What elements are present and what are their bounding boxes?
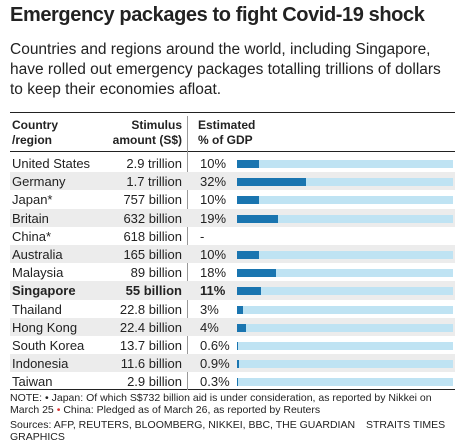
stimulus: 55 billion: [125, 283, 182, 299]
bar-track: [237, 251, 453, 259]
header-line: amount (S$): [112, 133, 182, 147]
table-row: China* 618 billion -: [10, 227, 455, 245]
bar: [237, 196, 259, 205]
country: Singapore: [12, 283, 76, 299]
gdp-label: 10%: [200, 247, 227, 262]
stimulus: 22.8 billion: [119, 301, 182, 317]
country: Indonesia: [12, 356, 69, 372]
gdp-label: 32%: [200, 174, 227, 190]
table-row: South Korea 13.7 billion 0.6%: [10, 336, 455, 354]
table-row: Hong Kong 22.4 billion 4%: [10, 317, 455, 336]
bar-track: [237, 196, 453, 205]
gdp-label: -: [200, 228, 205, 244]
country: China*: [12, 228, 52, 244]
header-line: Stimulus: [131, 118, 182, 132]
header-line: Estimated: [198, 118, 256, 132]
table-row: United States 2.9 trillion 10%: [10, 154, 455, 172]
note: Japan: Of which S$732 billion aid is und…: [10, 392, 432, 416]
bar: [237, 342, 239, 350]
column-header: Stimulus amount (S$): [100, 118, 182, 148]
stimulus: 13.7 billion: [119, 338, 182, 353]
column-header: Estimated% of GDP: [198, 118, 318, 148]
rule: [10, 389, 455, 390]
stimulus: 89 billion: [130, 265, 182, 281]
bar-track: [237, 323, 453, 332]
note: China: Pledged as of March 26, as report…: [63, 404, 321, 416]
rule: [10, 151, 455, 152]
country: South Korea: [12, 338, 85, 353]
sources: Sources: AFP, REUTERS, BLOOMBERG, NIKKEI…: [10, 419, 356, 431]
table-row: Indonesia 11.6 billion 0.9%: [10, 354, 455, 373]
gdp-label: 10%: [200, 156, 227, 171]
bar: [237, 360, 239, 369]
country: Australia: [12, 247, 63, 262]
bar: [237, 251, 259, 259]
bullet: •: [56, 404, 61, 416]
country: Thailand: [12, 301, 62, 317]
bullet: •: [45, 392, 49, 404]
stimulus: 2.9 trillion: [126, 156, 182, 171]
bar: [237, 178, 307, 187]
bar-track: [237, 305, 453, 314]
gdp-label: 0.3%: [200, 374, 230, 390]
bar-track: [237, 160, 453, 168]
bar: [237, 160, 259, 168]
table-row: Japan* 757 billion 10%: [10, 190, 455, 208]
header-line: % of GDP: [198, 133, 253, 147]
note-label: NOTE:: [10, 392, 43, 404]
notes: NOTE: • Japan: Of which S$732 billion ai…: [10, 392, 455, 416]
sources-line: Sources: AFP, REUTERS, BLOOMBERG, NIKKEI…: [10, 419, 455, 443]
table-row: Malaysia 89 billion 18%: [10, 263, 455, 281]
table-row: Thailand 22.8 billion 3%: [10, 300, 455, 318]
stimulus: 757 billion: [123, 192, 182, 208]
gdp-label: 18%: [200, 265, 227, 281]
country: United States: [12, 156, 91, 171]
gdp-label: 0.9%: [200, 356, 230, 372]
gdp-label: 3%: [200, 301, 219, 317]
bar-track: [237, 269, 453, 278]
gdp-label: 11%: [200, 283, 226, 299]
bar: [237, 269, 276, 278]
bar-track: [237, 287, 453, 296]
bar: [237, 378, 238, 387]
title: Emergency packages to fight Covid-19 sho…: [10, 4, 425, 26]
column-header: Country/region: [12, 118, 132, 148]
bar-track: [237, 378, 453, 387]
country: Taiwan: [12, 374, 53, 390]
bar-track: [237, 360, 453, 369]
rule: [10, 112, 455, 113]
bar: [237, 287, 261, 296]
bar: [237, 323, 246, 332]
country: Germany: [12, 174, 66, 190]
stimulus: 22.4 billion: [119, 319, 182, 335]
gdp-label: 10%: [200, 192, 227, 208]
bar: [237, 214, 279, 223]
table-row: Taiwan 2.9 billion 0.3%: [10, 372, 455, 390]
stimulus: 2.9 billion: [127, 374, 182, 390]
table-row: Australia 165 billion 10%: [10, 245, 455, 264]
stimulus: 1.7 trillion: [126, 174, 182, 190]
table-row: Singapore 55 billion 11%: [10, 281, 455, 300]
stimulus: 11.6 billion: [120, 356, 182, 372]
gdp-label: 0.6%: [200, 338, 230, 353]
bar-track: [237, 178, 453, 187]
gdp-label: 19%: [200, 210, 227, 226]
bar: [237, 305, 244, 314]
bar-track: [237, 214, 453, 223]
header-line: /region: [12, 133, 53, 147]
country: Japan*: [12, 192, 53, 208]
subtitle: Countries and regions around the world, …: [10, 41, 441, 98]
bar-track: [237, 342, 453, 350]
table-row: Britain 632 billion 19%: [10, 208, 455, 227]
stimulus: 618 billion: [123, 228, 182, 244]
country: Hong Kong: [12, 319, 78, 335]
header-line: Country: [12, 118, 58, 132]
country: Malaysia: [12, 265, 64, 281]
stimulus: 632 billion: [123, 210, 182, 226]
stimulus: 165 billion: [123, 247, 182, 262]
table-row: Germany 1.7 trillion 32%: [10, 172, 455, 191]
gdp-label: 4%: [200, 319, 219, 335]
country: Britain: [12, 210, 49, 226]
